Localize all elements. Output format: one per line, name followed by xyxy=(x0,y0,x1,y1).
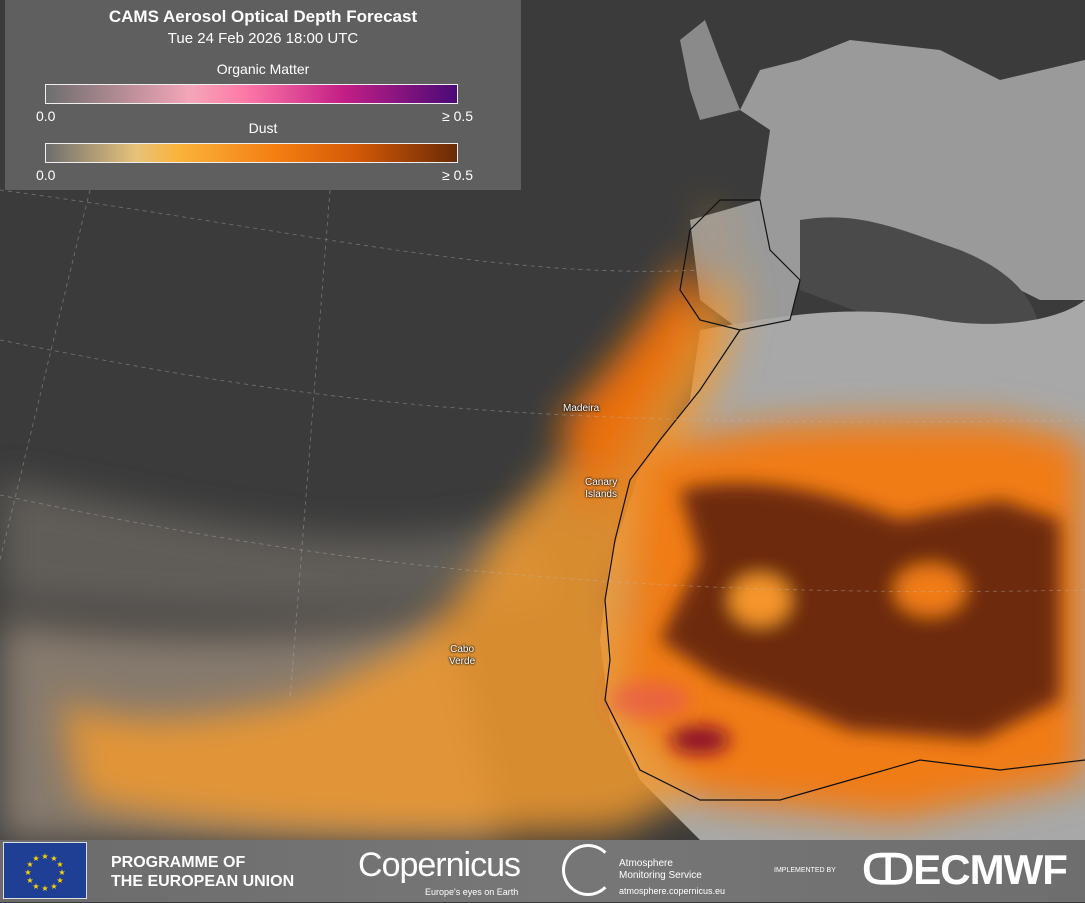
svg-text:★: ★ xyxy=(56,876,63,885)
ecmwf-logo: ↀECMWF xyxy=(862,846,1068,893)
svg-text:★: ★ xyxy=(56,860,63,869)
mediterranean-sea xyxy=(800,217,1040,340)
svg-text:★: ★ xyxy=(50,854,57,863)
cams-url: atmosphere.copernicus.eu xyxy=(619,886,726,896)
eu-flag-logo: ★ ★ ★ ★ ★ ★ ★ ★ ★ ★ ★ ★ xyxy=(3,842,87,899)
organic-colorbar xyxy=(45,84,458,104)
copernicus-tagline: Europe's eyes on Earth xyxy=(425,887,519,897)
implemented-by: IMPLEMENTED BY xyxy=(774,867,836,874)
svg-text:★: ★ xyxy=(26,876,33,885)
europe-land xyxy=(690,40,1085,330)
svg-text:★: ★ xyxy=(32,882,39,891)
svg-text:★: ★ xyxy=(32,854,39,863)
cams-name: Atmosphere Monitoring Service xyxy=(619,858,702,881)
eu-programme-text: PROGRAMME OF THE EUROPEAN UNION xyxy=(111,854,295,890)
iberia-coastline xyxy=(679,199,801,331)
label-madeira: Madeira xyxy=(563,403,600,414)
cams-logo-icon xyxy=(562,844,614,896)
legend-panel: CAMS Aerosol Optical Depth Forecast Tue … xyxy=(5,0,521,190)
organic-scale-label: Organic Matter xyxy=(216,61,310,77)
dust-min-label: 0.0 xyxy=(36,167,56,183)
label-canary-islands: Canary Islands xyxy=(585,477,618,500)
dust-max-label: ≥ 0.5 xyxy=(442,167,474,183)
copernicus-logo: Copernicus xyxy=(358,846,521,884)
svg-text:★: ★ xyxy=(26,860,33,869)
organic-min-label: 0.0 xyxy=(36,108,56,124)
svg-text:★: ★ xyxy=(58,868,65,877)
forecast-datetime: Tue 24 Feb 2026 18:00 UTC xyxy=(167,30,359,47)
aerosol-map xyxy=(0,20,1085,840)
map-title: CAMS Aerosol Optical Depth Forecast xyxy=(108,7,418,26)
africa-coastline xyxy=(604,329,1085,801)
dust-scale-label: Dust xyxy=(248,120,278,136)
svg-text:★: ★ xyxy=(41,884,48,893)
svg-text:★: ★ xyxy=(24,868,31,877)
label-cabo-verde: Cabo Verde xyxy=(449,644,476,667)
svg-text:★: ★ xyxy=(50,882,57,891)
organic-max-label: ≥ 0.5 xyxy=(442,108,474,124)
footer-logos: ★ ★ ★ ★ ★ ★ ★ ★ ★ ★ ★ ★ PROGRAMME OF THE EUROPEAN UN… xyxy=(0,840,1085,902)
svg-text:★: ★ xyxy=(41,852,48,861)
dust-colorbar xyxy=(45,143,458,163)
britain-land xyxy=(680,20,740,120)
